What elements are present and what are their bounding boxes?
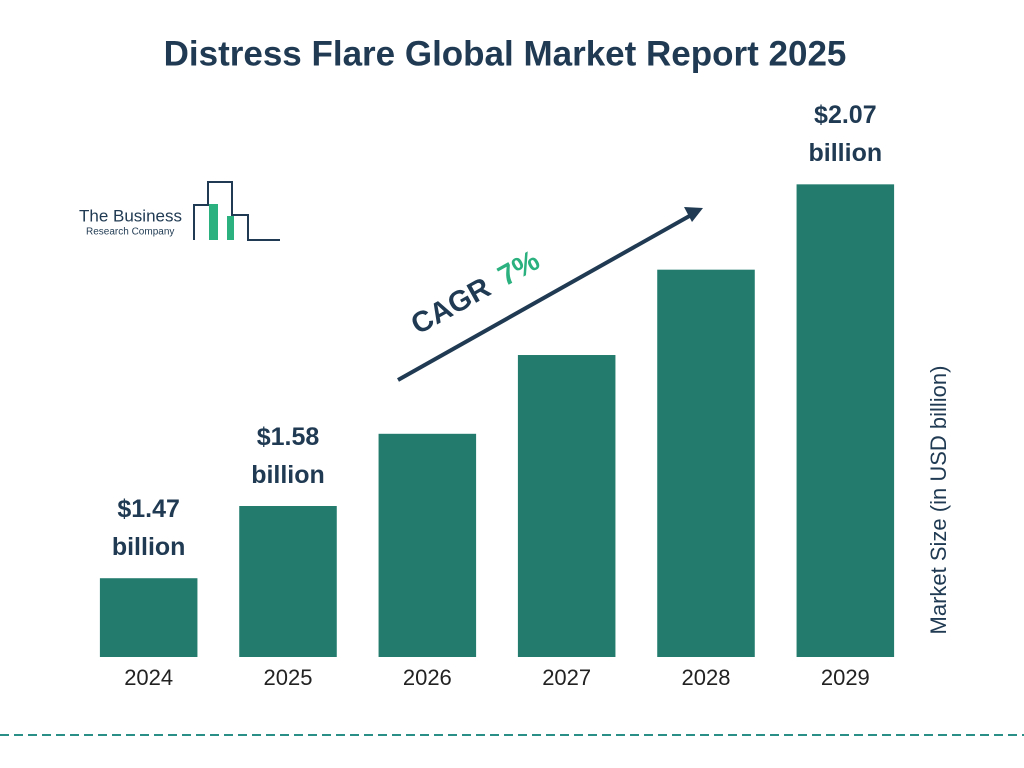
logo: The Business Research Company — [79, 181, 280, 241]
bar — [378, 433, 477, 657]
value-label: $2.07 billion — [808, 101, 883, 168]
chart-title: Distress Flare Global Market Report 2025 — [164, 34, 847, 73]
bar — [239, 506, 337, 657]
x-tick-label: 2028 — [682, 665, 731, 690]
bar — [99, 578, 198, 657]
cagr-value: 7% — [493, 244, 545, 292]
cagr-arrow — [397, 212, 694, 382]
x-tick-label: 2027 — [542, 665, 591, 690]
logo-subtitle: Research Company — [86, 227, 174, 238]
x-tick-label: 2029 — [821, 665, 870, 690]
x-tick-label: 2024 — [124, 665, 173, 690]
y-axis-label: Market Size (in USD billion) — [926, 366, 951, 635]
cagr-annotation: CAGR 7% — [406, 244, 545, 341]
logo-name: The Business — [79, 206, 182, 225]
bar — [657, 269, 755, 657]
value-label: $1.58 billion — [251, 423, 325, 489]
cagr-arrowhead — [684, 207, 703, 222]
bar — [796, 184, 895, 657]
x-tick-label: 2025 — [264, 665, 313, 690]
value-label: $1.47 billion — [111, 495, 186, 562]
bar — [517, 355, 616, 657]
x-tick-label: 2026 — [403, 665, 452, 690]
